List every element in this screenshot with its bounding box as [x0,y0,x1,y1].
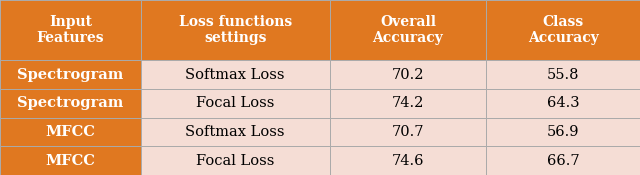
Text: Loss functions
settings: Loss functions settings [179,15,292,45]
Bar [486,118,640,146]
Bar [141,0,330,60]
Bar [141,60,330,89]
Bar [330,146,486,175]
Text: 74.6: 74.6 [392,154,424,168]
Text: 64.3: 64.3 [547,96,579,110]
Bar [141,118,330,146]
Bar [330,89,486,118]
Text: Spectrogram: Spectrogram [17,96,124,110]
Bar [330,0,486,60]
Text: 70.2: 70.2 [392,68,424,82]
Text: 56.9: 56.9 [547,125,579,139]
Text: 70.7: 70.7 [392,125,424,139]
Text: Softmax Loss: Softmax Loss [186,125,285,139]
Text: Input
Features: Input Features [36,15,104,45]
Text: MFCC: MFCC [45,154,95,168]
Bar [0,89,141,118]
Text: Class
Accuracy: Class Accuracy [528,15,598,45]
Text: Overall
Accuracy: Overall Accuracy [372,15,444,45]
Bar [141,146,330,175]
Bar [0,60,141,89]
Bar [330,60,486,89]
Bar [141,89,330,118]
Bar [330,118,486,146]
Text: MFCC: MFCC [45,125,95,139]
Bar [486,146,640,175]
Bar [0,146,141,175]
Text: Focal Loss: Focal Loss [196,154,275,168]
Text: 55.8: 55.8 [547,68,579,82]
Text: 74.2: 74.2 [392,96,424,110]
Bar [486,89,640,118]
Bar [0,118,141,146]
Text: 66.7: 66.7 [547,154,579,168]
Bar [486,0,640,60]
Text: Focal Loss: Focal Loss [196,96,275,110]
Bar [0,0,141,60]
Bar [486,60,640,89]
Text: Spectrogram: Spectrogram [17,68,124,82]
Text: Softmax Loss: Softmax Loss [186,68,285,82]
